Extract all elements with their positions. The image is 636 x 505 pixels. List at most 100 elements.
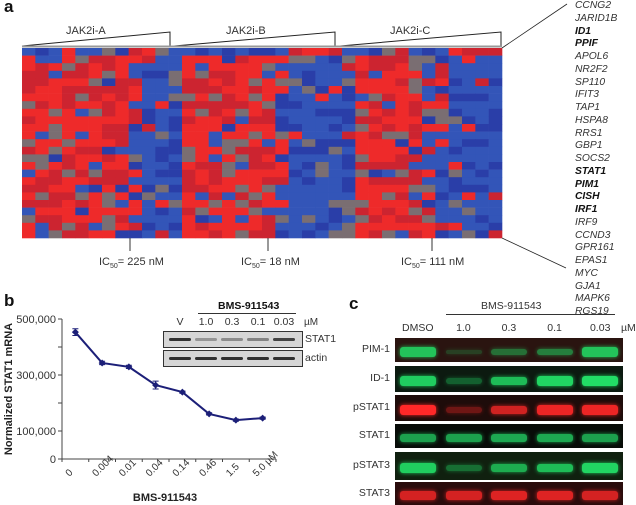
heatmap-cell bbox=[75, 169, 89, 178]
heatmap-cell bbox=[128, 230, 143, 239]
heatmap-cell bbox=[288, 192, 303, 201]
heatmap-cell bbox=[62, 93, 76, 102]
connector-line-bottom bbox=[501, 237, 567, 269]
heatmap-cell bbox=[448, 177, 463, 186]
inset-blot-strip bbox=[163, 331, 303, 348]
heatmap-cell bbox=[288, 86, 303, 94]
heatmap-cell bbox=[88, 207, 103, 216]
heatmap-cell bbox=[475, 131, 489, 140]
blot-unit: µM bbox=[621, 322, 636, 334]
heatmap-cell bbox=[195, 230, 209, 239]
blot-band bbox=[582, 347, 619, 357]
heatmap-cell bbox=[248, 63, 263, 72]
heatmap-cell bbox=[128, 169, 143, 178]
heatmap-cell bbox=[275, 86, 289, 94]
heatmap-cell bbox=[235, 70, 249, 79]
heatmap-cell bbox=[382, 93, 396, 102]
heatmap-cell bbox=[475, 93, 489, 102]
inset-lane-label: 1.0 bbox=[198, 316, 214, 328]
heatmap-cell bbox=[102, 230, 116, 239]
heatmap-cell bbox=[462, 86, 476, 94]
heatmap-cell bbox=[128, 86, 143, 94]
heatmap-cell bbox=[462, 192, 476, 201]
heatmap-cell bbox=[22, 63, 36, 72]
heatmap-cell bbox=[75, 139, 89, 148]
heatmap-cell bbox=[328, 131, 343, 140]
heatmap-cell bbox=[448, 200, 463, 208]
heatmap-cell bbox=[475, 146, 489, 155]
heatmap-cell bbox=[448, 116, 463, 125]
heatmap-cell bbox=[62, 108, 76, 117]
blot-band bbox=[400, 463, 436, 473]
heatmap-cell bbox=[382, 131, 396, 140]
blot-band bbox=[445, 407, 482, 413]
heatmap-cell bbox=[88, 131, 103, 140]
heatmap-cell bbox=[222, 177, 236, 186]
heatmap-cell bbox=[422, 222, 436, 231]
heatmap-cell bbox=[488, 146, 503, 155]
heatmap-cell bbox=[208, 215, 223, 224]
heatmap-cell bbox=[315, 116, 329, 125]
heatmap-cell bbox=[88, 70, 103, 79]
heatmap-cell bbox=[222, 70, 236, 79]
heatmap-cell bbox=[222, 154, 236, 163]
heatmap-cell bbox=[128, 207, 143, 216]
heatmap-cell bbox=[168, 48, 183, 56]
heatmap-cell bbox=[368, 93, 383, 102]
heatmap-cell bbox=[355, 55, 369, 64]
heatmap-cell bbox=[382, 162, 396, 170]
heatmap-cell bbox=[168, 63, 183, 72]
heatmap-cell bbox=[328, 169, 343, 178]
heatmap-cell bbox=[142, 108, 156, 117]
heatmap-cell bbox=[302, 86, 316, 94]
heatmap-cell bbox=[35, 93, 49, 102]
heatmap-cell bbox=[262, 222, 276, 231]
heatmap-cell bbox=[248, 154, 263, 163]
heatmap-cell bbox=[155, 184, 169, 193]
heatmap-cell bbox=[75, 70, 89, 79]
heatmap-cell bbox=[22, 200, 36, 208]
heatmap-cell bbox=[168, 93, 183, 102]
heatmap-cell bbox=[88, 63, 103, 72]
heatmap-cell bbox=[302, 63, 316, 72]
heatmap-cell bbox=[302, 230, 316, 239]
heatmap-cell bbox=[462, 93, 476, 102]
heatmap-cell bbox=[48, 78, 63, 87]
heatmap-cell bbox=[435, 93, 449, 102]
heatmap-cell bbox=[22, 230, 36, 239]
heatmap-cell bbox=[142, 116, 156, 125]
heatmap-cell bbox=[142, 93, 156, 102]
heatmap-cell bbox=[275, 200, 289, 208]
heatmap-cell bbox=[35, 207, 49, 216]
heatmap-cell bbox=[262, 116, 276, 125]
heatmap-cell bbox=[115, 154, 129, 163]
heatmap-cell bbox=[488, 177, 503, 186]
heatmap-cell bbox=[462, 207, 476, 216]
heatmap-cell bbox=[142, 207, 156, 216]
heatmap-cell bbox=[368, 131, 383, 140]
heatmap-cell bbox=[128, 215, 143, 224]
heatmap-cell bbox=[368, 230, 383, 239]
heatmap-cell bbox=[102, 70, 116, 79]
heatmap-cell bbox=[328, 154, 343, 163]
heatmap-cell bbox=[22, 177, 36, 186]
heatmap-cell bbox=[315, 55, 329, 64]
heatmap-cell bbox=[288, 48, 303, 56]
heatmap-cell bbox=[395, 177, 409, 186]
heatmap-cell bbox=[302, 215, 316, 224]
heatmap-cell bbox=[328, 200, 343, 208]
heatmap-cell bbox=[248, 222, 263, 231]
heatmap-cell bbox=[488, 154, 503, 163]
heatmap-cell bbox=[115, 78, 129, 87]
heatmap-cell bbox=[75, 131, 89, 140]
heatmap-cell bbox=[62, 48, 76, 56]
heatmap-cell bbox=[35, 146, 49, 155]
heatmap-cell bbox=[302, 93, 316, 102]
heatmap-cell bbox=[422, 215, 436, 224]
heatmap-cell bbox=[288, 78, 303, 87]
heatmap-cell bbox=[462, 222, 476, 231]
heatmap-cell bbox=[168, 154, 183, 163]
heatmap-cell bbox=[248, 116, 263, 125]
heatmap-cell bbox=[35, 78, 49, 87]
heatmap-cell bbox=[235, 124, 249, 132]
